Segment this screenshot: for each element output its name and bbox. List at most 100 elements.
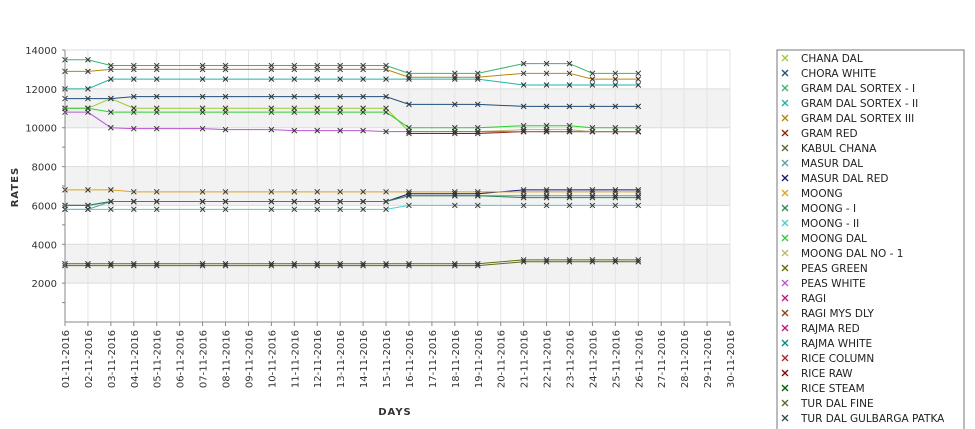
marker-stroke <box>451 76 458 82</box>
marker-stroke <box>360 188 366 195</box>
legend-item: MOONG DAL NO - 1 <box>781 248 903 260</box>
data-point <box>222 126 229 133</box>
marker-stroke <box>337 260 344 267</box>
y-tick-label: 8000 <box>32 163 57 174</box>
data-point <box>589 76 596 82</box>
data-point <box>153 188 160 195</box>
legend-label: TUR DAL FINE <box>800 398 874 410</box>
data-point <box>153 93 160 100</box>
series-lines <box>65 59 639 267</box>
data-point <box>383 262 389 269</box>
data-point <box>268 260 275 267</box>
data-point <box>360 188 366 195</box>
legend-label: RICE STEAM <box>801 383 865 395</box>
legend-marker <box>781 54 789 62</box>
marker-stroke <box>589 188 596 195</box>
data-point <box>589 194 596 201</box>
marker-stroke <box>520 126 527 133</box>
legend-item: TUR DAL FINE <box>781 398 874 410</box>
data-point <box>474 76 481 82</box>
legend-box <box>776 49 965 429</box>
marker-stroke <box>543 258 550 265</box>
marker-stroke <box>222 66 229 73</box>
marker-stroke <box>199 125 206 132</box>
marker-stroke <box>520 187 527 193</box>
x-tick-label: 16-11-2016 <box>405 330 416 388</box>
marker-stroke <box>85 187 91 193</box>
data-point <box>406 190 412 197</box>
legend-label: GRAM DAL SORTEX - I <box>801 83 915 95</box>
marker-stroke <box>589 194 596 201</box>
marker-stroke <box>153 93 160 100</box>
marker-stroke <box>543 187 550 193</box>
legend-item: RICE COLUMN <box>781 353 874 365</box>
marker-stroke <box>520 82 527 88</box>
marker-stroke <box>199 66 206 73</box>
data-point <box>130 93 137 100</box>
data-point <box>108 262 114 269</box>
data-point <box>108 198 114 205</box>
data-point <box>520 188 527 195</box>
data-point <box>612 194 619 201</box>
marker-stroke <box>451 190 458 197</box>
data-point <box>451 190 458 197</box>
legend-label: KABUL CHANA <box>801 143 877 155</box>
marker-stroke <box>130 109 137 116</box>
marker-stroke <box>612 82 619 88</box>
marker-stroke <box>406 262 412 269</box>
legend-item: MOONG - I <box>781 203 856 215</box>
marker-stroke <box>108 260 114 267</box>
legend-marker <box>781 84 789 92</box>
marker-stroke <box>130 66 137 73</box>
axes <box>62 49 731 326</box>
legend-item: GRAM DAL SORTEX - II <box>781 98 918 110</box>
legend-item: CHORA WHITE <box>781 68 876 80</box>
legend-label: TUR DAL GULBARGA PATKA <box>800 413 945 425</box>
data-point <box>291 188 298 195</box>
data-point <box>451 262 458 269</box>
legend-label: MOONG <box>801 188 843 200</box>
data-point <box>451 76 458 82</box>
marker-stroke <box>314 262 321 269</box>
data-point <box>566 256 573 263</box>
data-point <box>222 109 229 116</box>
data-point <box>337 76 344 82</box>
legend-label: CHORA WHITE <box>801 68 876 80</box>
legend-marker <box>781 279 789 287</box>
marker-stroke <box>451 130 458 137</box>
data-point <box>406 130 412 137</box>
marker-stroke <box>199 262 206 269</box>
marker-stroke <box>612 188 619 195</box>
series-line <box>65 68 639 80</box>
data-point <box>153 206 160 213</box>
data-point <box>543 194 550 201</box>
marker-stroke <box>314 206 321 213</box>
marker-stroke <box>360 198 366 205</box>
plot-bands <box>65 49 730 322</box>
data-point <box>383 198 389 205</box>
marker-stroke <box>589 82 596 88</box>
data-point <box>108 66 114 73</box>
y-tick-label: 14000 <box>25 46 57 57</box>
data-point <box>566 103 573 110</box>
data-point <box>268 262 275 269</box>
data-point <box>612 187 619 193</box>
marker-stroke <box>337 109 344 116</box>
marker-stroke <box>153 76 160 82</box>
data-point <box>291 262 298 269</box>
marker-stroke <box>291 76 298 82</box>
marker-stroke <box>314 198 321 205</box>
data-point <box>635 187 642 193</box>
x-tick-label: 10-11-2016 <box>267 330 278 388</box>
marker-stroke <box>543 188 550 195</box>
marker-stroke <box>474 130 481 137</box>
data-point <box>130 260 137 267</box>
marker-stroke <box>406 101 412 108</box>
data-point <box>383 93 389 100</box>
marker-stroke <box>360 206 366 213</box>
marker-stroke <box>130 206 137 213</box>
marker-stroke <box>383 188 389 195</box>
legend-marker <box>781 339 789 347</box>
marker-stroke <box>474 128 481 135</box>
legend-item: MOONG DAL <box>781 233 867 245</box>
